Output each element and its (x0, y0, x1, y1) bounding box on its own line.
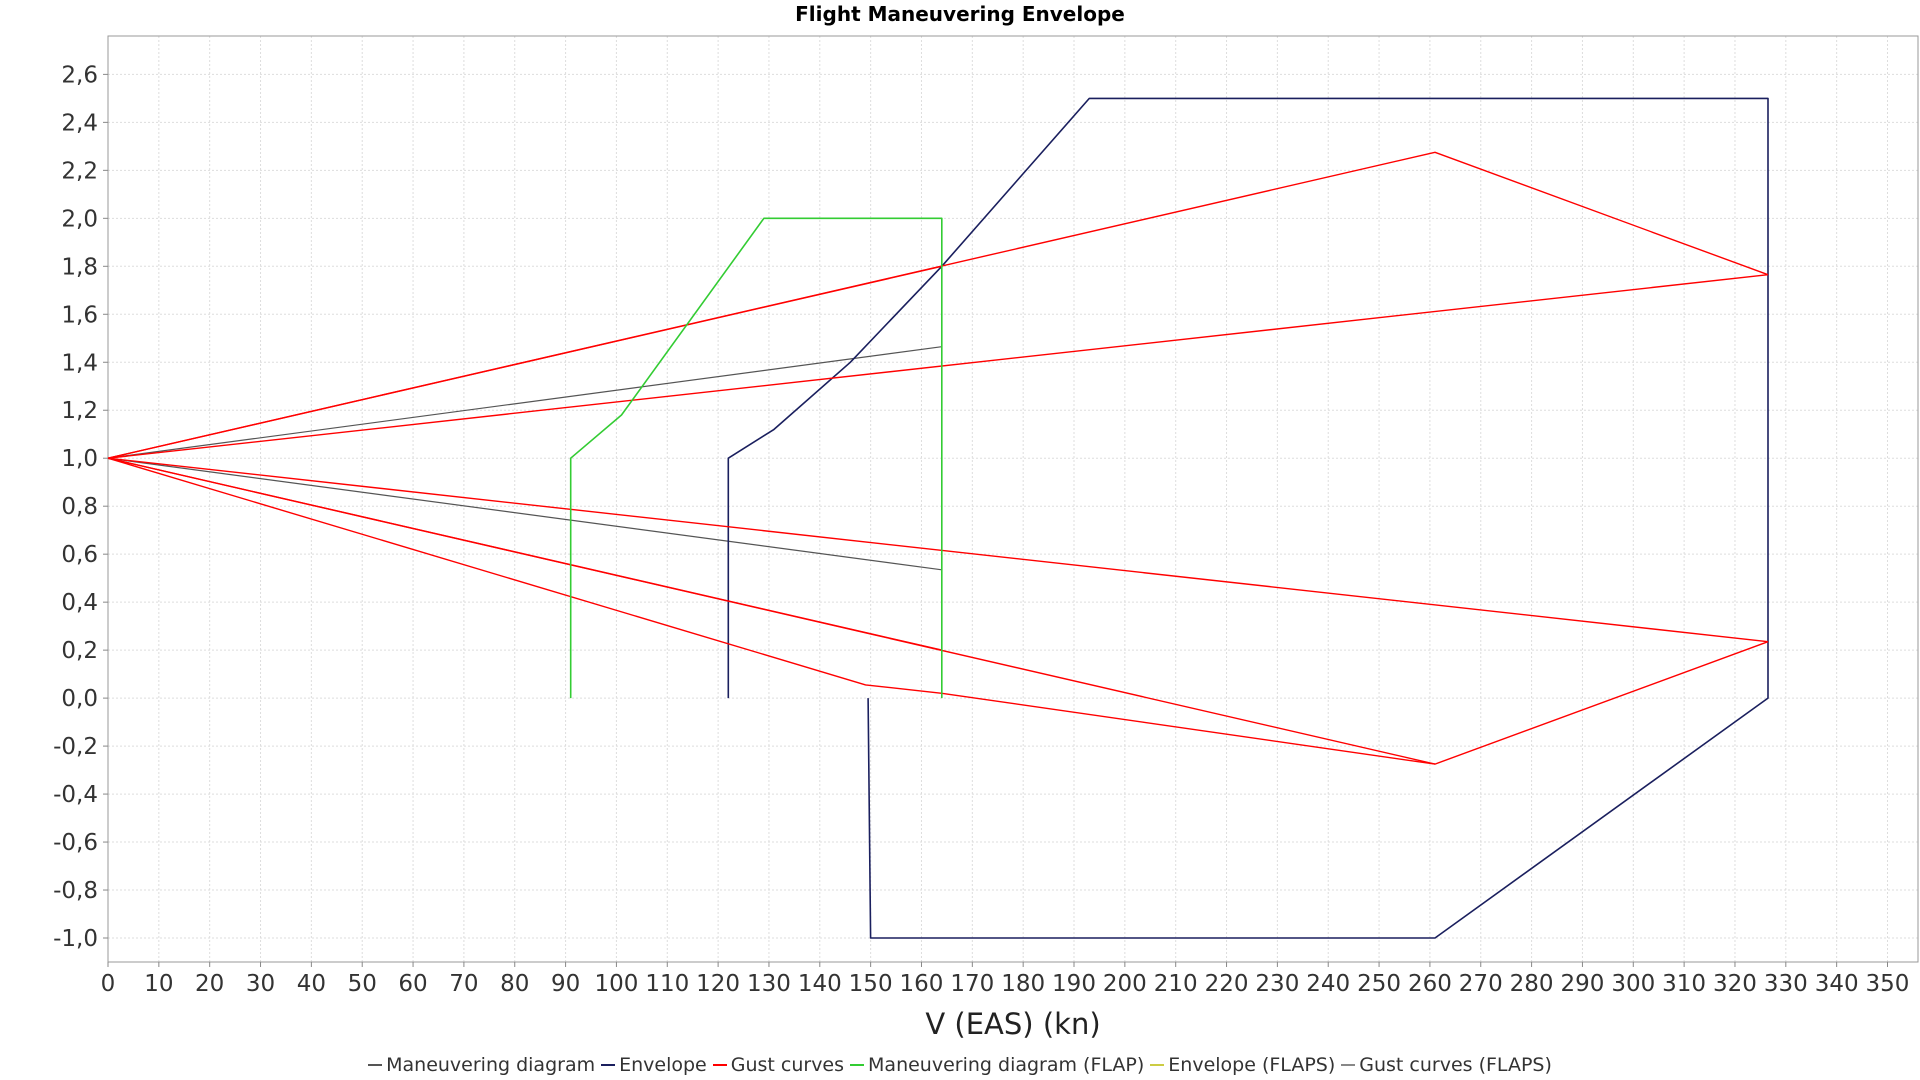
y-tick-label: 0,2 (61, 638, 98, 664)
legend-item-gust-curves: Gust curves (712, 1054, 845, 1076)
x-tick-label: 230 (1255, 971, 1299, 997)
legend: Maneuvering diagram Envelope Gust curves Ma… (0, 1054, 1920, 1076)
y-tick-label: -0,2 (53, 734, 98, 760)
y-tick-label: 0,0 (61, 686, 98, 712)
x-tick-label: 310 (1662, 971, 1706, 997)
legend-swatch (712, 1063, 727, 1066)
x-tick-label: 130 (747, 971, 791, 997)
series-envelope (727, 97, 1769, 939)
legend-swatch (601, 1063, 616, 1066)
x-tick-label: 50 (348, 971, 377, 997)
y-tick-label: 0,4 (61, 590, 98, 616)
x-tick-label: 150 (849, 971, 893, 997)
legend-swatch (1150, 1063, 1165, 1066)
legend-swatch (1341, 1063, 1356, 1066)
legend-label: Gust curves (FLAPS) (1359, 1054, 1552, 1076)
x-tick-label: 290 (1560, 971, 1604, 997)
legend-label: Maneuvering diagram (386, 1054, 596, 1076)
x-tick-label: 340 (1815, 971, 1859, 997)
series-line-gust-curves (107, 457, 1769, 765)
legend-swatch (368, 1063, 383, 1066)
x-tick-label: 120 (696, 971, 740, 997)
x-axis-label: V (EAS) (kn) (925, 1007, 1100, 1041)
x-tick-label: 300 (1611, 971, 1655, 997)
legend-item-maneuvering-diagram-flap: Maneuvering diagram (FLAP) (850, 1054, 1144, 1076)
x-tick-label: 180 (1001, 971, 1045, 997)
y-tick-label: 2,4 (61, 110, 98, 136)
legend-label: Envelope (619, 1054, 707, 1076)
legend-item-maneuvering-diagram: Maneuvering diagram (368, 1054, 595, 1076)
y-tick-label: 2,0 (61, 206, 98, 232)
legend-label: Gust curves (730, 1054, 845, 1076)
series-line-gust-curves (107, 151, 1769, 459)
series-maneuvering-diagram (107, 346, 942, 571)
x-tick-label: 200 (1103, 971, 1147, 997)
series-line-maneuvering-diagram (107, 457, 942, 571)
x-tick-label: 220 (1205, 971, 1249, 997)
x-tick-label: 40 (297, 971, 326, 997)
x-tick-label: 90 (551, 971, 580, 997)
x-tick-label: 210 (1154, 971, 1198, 997)
legend-item-gust-curves-flaps: Gust curves (FLAPS) (1341, 1054, 1552, 1076)
x-tick-label: 240 (1306, 971, 1350, 997)
x-tick-label: 60 (398, 971, 427, 997)
series-layer (107, 97, 1769, 939)
y-tick-label: 2,2 (61, 158, 98, 184)
y-tick-label: -1,0 (53, 926, 98, 952)
legend-label: Maneuvering diagram (FLAP) (868, 1054, 1145, 1076)
series-gust-curves (107, 151, 1769, 765)
y-tick-label: -0,6 (53, 830, 98, 856)
series-line-maneuvering-diagram-flap (569, 217, 943, 699)
x-tick-label: 20 (195, 971, 224, 997)
y-tick-label: -0,4 (53, 782, 98, 808)
y-tick-label: 2,6 (61, 62, 98, 88)
x-tick-label: 350 (1866, 971, 1910, 997)
series-line-maneuvering-diagram (107, 346, 942, 459)
grid-layer (107, 36, 1918, 962)
x-tick-label: 190 (1052, 971, 1096, 997)
chart-title: Flight Maneuvering Envelope (795, 2, 1125, 26)
legend-item-envelope-flaps: Envelope (FLAPS) (1150, 1054, 1335, 1076)
legend-swatch (850, 1063, 865, 1066)
x-tick-label: 140 (798, 971, 842, 997)
y-tick-label: 1,4 (61, 350, 98, 376)
y-tick-label: 0,6 (61, 542, 98, 568)
x-tick-label: 110 (645, 971, 689, 997)
axis-layer: 0 10 20 30 40 50 60 70 80 90 100 110 120 130 140 150 160… (53, 62, 1909, 997)
x-tick-label: 160 (900, 971, 944, 997)
x-tick-label: 100 (594, 971, 638, 997)
x-tick-label: 270 (1459, 971, 1503, 997)
x-tick-label: 330 (1764, 971, 1808, 997)
series-maneuvering-diagram-flap (569, 217, 943, 699)
x-tick-label: 260 (1408, 971, 1452, 997)
y-tick-label: 1,6 (61, 302, 98, 328)
x-tick-label: 30 (246, 971, 275, 997)
x-tick-label: 10 (144, 971, 173, 997)
series-line-gust-curves (107, 274, 1769, 459)
series-line-envelope (727, 97, 1769, 939)
x-tick-label: 80 (500, 971, 529, 997)
x-tick-label: 250 (1357, 971, 1401, 997)
y-tick-label: 0,8 (61, 494, 98, 520)
x-tick-label: 70 (449, 971, 478, 997)
x-tick-label: 320 (1713, 971, 1757, 997)
plot-frame (107, 35, 1919, 963)
legend-item-envelope: Envelope (601, 1054, 707, 1076)
x-tick-label: 0 (101, 971, 116, 997)
x-tick-label: 170 (950, 971, 994, 997)
series-line-gust-curves (107, 457, 1769, 643)
y-tick-label: 1,8 (61, 254, 98, 280)
series-line-gust-curves (107, 457, 1436, 765)
y-tick-label: -0,8 (53, 878, 98, 904)
y-tick-label: 1,2 (61, 398, 98, 424)
y-tick-label: 1,0 (61, 446, 98, 472)
legend-label: Envelope (FLAPS) (1168, 1054, 1336, 1076)
x-tick-label: 280 (1510, 971, 1554, 997)
